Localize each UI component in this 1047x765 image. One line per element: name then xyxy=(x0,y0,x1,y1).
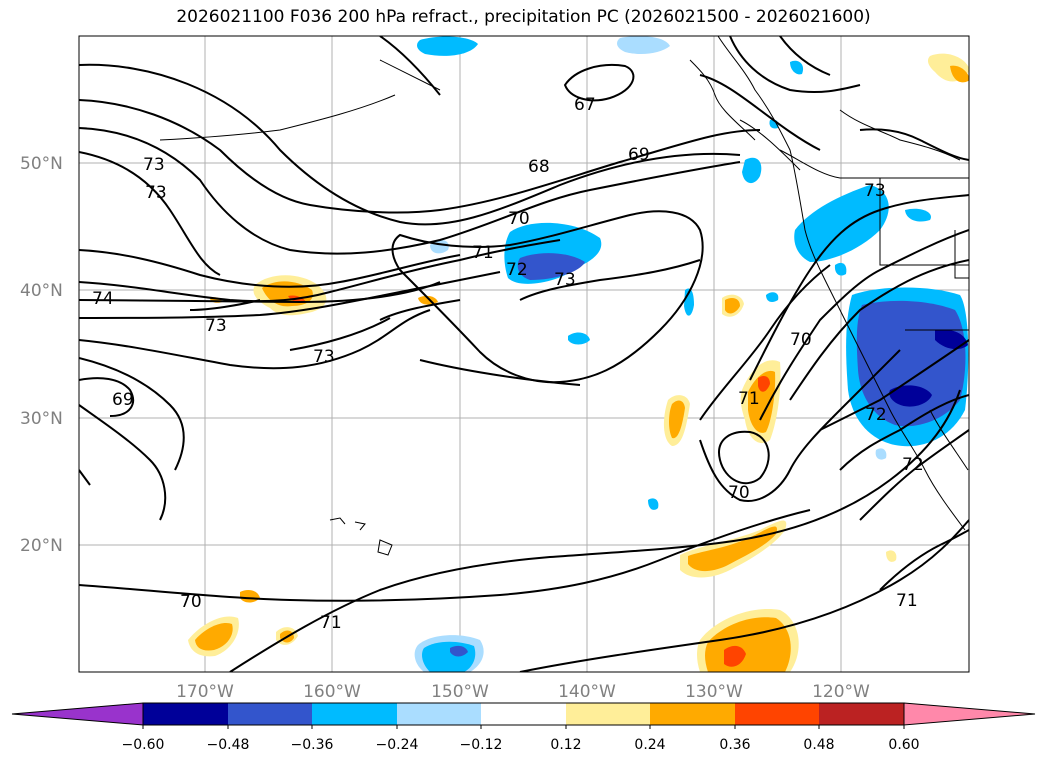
contour-label-73-east: 73 xyxy=(554,270,576,290)
contour-label-69: 69 xyxy=(628,145,650,165)
lat-label-20n: 20°N xyxy=(20,536,63,556)
map-background xyxy=(79,36,969,672)
colorbar-bin xyxy=(312,703,397,725)
contour-label-70-south: 70 xyxy=(180,592,202,612)
colorbar-bin xyxy=(650,703,735,725)
contour-label-67: 67 xyxy=(574,95,596,115)
lon-label-170w: 170°W xyxy=(176,682,234,702)
contour-label-73-coast: 73 xyxy=(864,181,886,201)
colorbar-tick-label: 0.12 xyxy=(550,737,581,753)
colorbar-bin xyxy=(819,703,904,725)
colorbar: −0.60 −0.48 −0.36 −0.24 −0.12 0.12 0.24 … xyxy=(11,702,1036,753)
colorbar-tick-label: −0.48 xyxy=(207,737,250,753)
contour-label-70-coast: 70 xyxy=(790,330,812,350)
contour-labels: 67 68 69 70 71 72 73 73 74 73 73 69 70 7… xyxy=(92,95,924,633)
contour-label-71: 71 xyxy=(472,243,494,263)
lon-label-120w: 120°W xyxy=(812,682,870,702)
colorbar-extend-high xyxy=(903,702,1036,726)
contour-label-70-low: 70 xyxy=(728,483,750,503)
colorbar-tick-label: −0.36 xyxy=(291,737,334,753)
colorbar-extend-low xyxy=(11,702,144,726)
colorbar-bin xyxy=(566,703,650,725)
colorbar-tick-label: 0.36 xyxy=(719,737,750,753)
colorbar-tick-label: −0.24 xyxy=(376,737,419,753)
contour-label-71-south-east: 71 xyxy=(896,591,918,611)
colorbar-bin xyxy=(481,703,566,725)
contour-label-70: 70 xyxy=(508,209,530,229)
colorbar-tick-label: 0.48 xyxy=(803,737,834,753)
contour-label-71-coast: 71 xyxy=(738,389,760,409)
contour-label-73-south: 73 xyxy=(313,347,335,367)
lat-label-50n: 50°N xyxy=(20,154,63,174)
map-title: 2026021100 F036 200 hPa refract., precip… xyxy=(176,7,871,27)
colorbar-tick-label: −0.12 xyxy=(460,737,503,753)
contour-label-68: 68 xyxy=(528,157,550,177)
colorbar-bin xyxy=(143,703,228,725)
contour-label-71-south: 71 xyxy=(320,613,342,633)
contour-label-69-west: 69 xyxy=(112,390,134,410)
latitude-labels: 50°N 40°N 30°N 20°N xyxy=(20,154,63,556)
colorbar-frame xyxy=(142,702,905,726)
colorbar-tick-label: 0.60 xyxy=(888,737,919,753)
contour-label-72: 72 xyxy=(506,260,528,280)
colorbar-bin xyxy=(735,703,819,725)
lon-label-140w: 140°W xyxy=(558,682,616,702)
lat-label-30n: 30°N xyxy=(20,409,63,429)
precipitation-shading xyxy=(188,36,969,672)
contour-label-72-coast: 72 xyxy=(902,455,924,475)
colorbar-tick-label: 0.24 xyxy=(634,737,665,753)
contour-label-73-west-b: 73 xyxy=(145,183,167,203)
colorbar-tick-label: −0.60 xyxy=(122,737,165,753)
contour-label-72-east: 72 xyxy=(865,405,887,425)
lon-label-160w: 160°W xyxy=(303,682,361,702)
lon-label-130w: 130°W xyxy=(685,682,743,702)
refractivity-contours xyxy=(79,36,969,672)
map-frame xyxy=(78,35,970,673)
graticule xyxy=(79,36,969,672)
coastlines xyxy=(159,36,969,556)
contour-label-74: 74 xyxy=(92,289,114,309)
lon-label-150w: 150°W xyxy=(431,682,489,702)
colorbar-bin xyxy=(397,703,481,725)
longitude-labels: 170°W 160°W 150°W 140°W 130°W 120°W xyxy=(176,682,870,702)
lat-label-40n: 40°N xyxy=(20,281,63,301)
contour-label-73-center: 73 xyxy=(205,316,227,336)
map-panel: 67 68 69 70 71 72 73 73 74 73 73 69 70 7… xyxy=(78,35,970,673)
contour-label-73-west: 73 xyxy=(143,155,165,175)
colorbar-bin xyxy=(228,703,312,725)
